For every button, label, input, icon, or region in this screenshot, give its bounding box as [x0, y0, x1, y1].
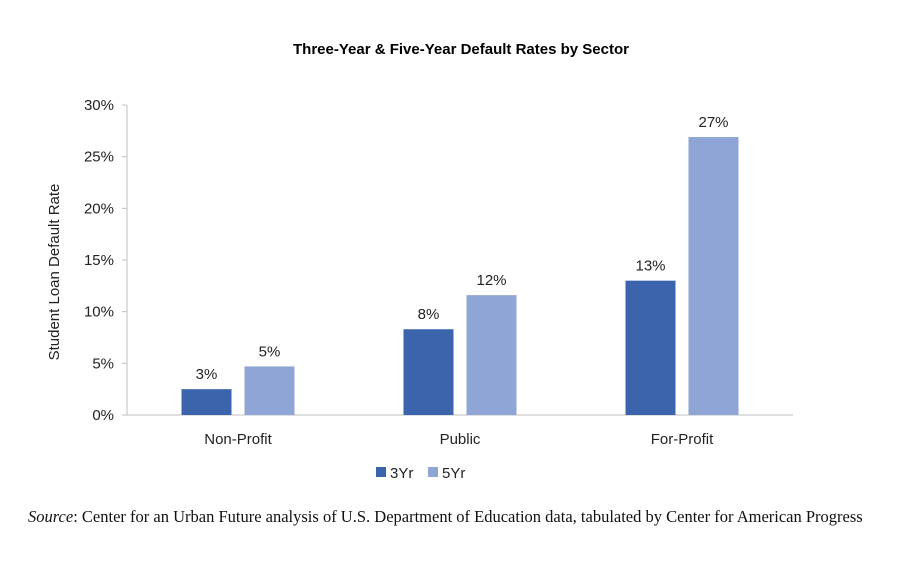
- bar-3yr-non-profit: [181, 389, 232, 415]
- y-tick-label: 20%: [84, 200, 114, 217]
- y-tick-label: 15%: [84, 252, 114, 269]
- bars-group: [181, 137, 739, 416]
- x-axis-categories: Non-Profit Public For-Profit: [204, 431, 714, 448]
- legend: 3Yr 5Yr: [376, 465, 465, 482]
- bar-3yr-for-profit: [625, 280, 676, 415]
- legend-label: 5Yr: [442, 465, 465, 482]
- source-note: Source: Center for an Urban Future analy…: [28, 506, 888, 528]
- y-axis-label: Student Loan Default Rate: [46, 184, 63, 361]
- y-tick-label: 5%: [92, 355, 114, 372]
- data-label: 27%: [698, 114, 728, 131]
- legend-swatch: [376, 467, 386, 477]
- source-label: Source: [28, 507, 74, 526]
- y-tick-label: 0%: [92, 407, 114, 424]
- data-labels-group: 3% 5% 8% 12% 13% 27%: [196, 114, 729, 383]
- bar-chart: Three-Year & Five-Year Default Rates by …: [46, 41, 793, 482]
- category-label: For-Profit: [651, 431, 714, 448]
- y-tick-label: 30%: [84, 97, 114, 114]
- category-label: Public: [440, 431, 481, 448]
- data-label: 8%: [418, 306, 440, 323]
- bar-5yr-public: [466, 295, 517, 415]
- category-label: Non-Profit: [204, 431, 272, 448]
- data-label: 13%: [635, 258, 665, 275]
- y-tick-label: 25%: [84, 149, 114, 166]
- bar-5yr-non-profit: [244, 366, 295, 415]
- legend-swatch: [428, 467, 438, 477]
- legend-label: 3Yr: [390, 465, 413, 482]
- chart-title: Three-Year & Five-Year Default Rates by …: [293, 41, 629, 58]
- y-axis-ticks: 0% 5% 10% 15% 20% 25% 30%: [84, 97, 127, 424]
- y-tick-label: 10%: [84, 304, 114, 321]
- bar-3yr-public: [403, 329, 454, 415]
- data-label: 12%: [476, 272, 506, 289]
- data-label: 5%: [259, 343, 281, 360]
- source-text: : Center for an Urban Future analysis of…: [73, 507, 863, 526]
- data-label: 3%: [196, 366, 218, 383]
- bar-5yr-for-profit: [688, 137, 739, 416]
